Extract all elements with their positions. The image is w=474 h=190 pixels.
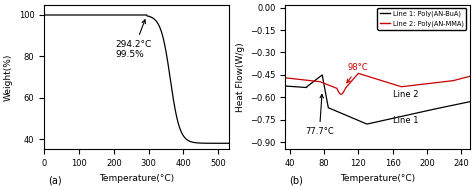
Text: (b): (b) xyxy=(289,176,303,186)
X-axis label: Temperature(°C): Temperature(°C) xyxy=(340,174,415,183)
Text: 294.2°C
99.5%: 294.2°C 99.5% xyxy=(116,20,152,59)
Y-axis label: Weight(%): Weight(%) xyxy=(4,53,13,101)
Text: (a): (a) xyxy=(48,176,62,186)
Text: Line 2: Line 2 xyxy=(392,90,418,99)
Text: 98°C: 98°C xyxy=(347,63,369,83)
Text: Line 1: Line 1 xyxy=(392,116,418,125)
Y-axis label: Heat Flow(W/g): Heat Flow(W/g) xyxy=(236,42,245,112)
X-axis label: Temperature(°C): Temperature(°C) xyxy=(99,174,174,183)
Text: 77.7°C: 77.7°C xyxy=(305,94,334,136)
Legend: Line 1: Poly(AN-BuA), Line 2: Poly(AN-MMA): Line 1: Poly(AN-BuA), Line 2: Poly(AN-MM… xyxy=(377,8,466,30)
